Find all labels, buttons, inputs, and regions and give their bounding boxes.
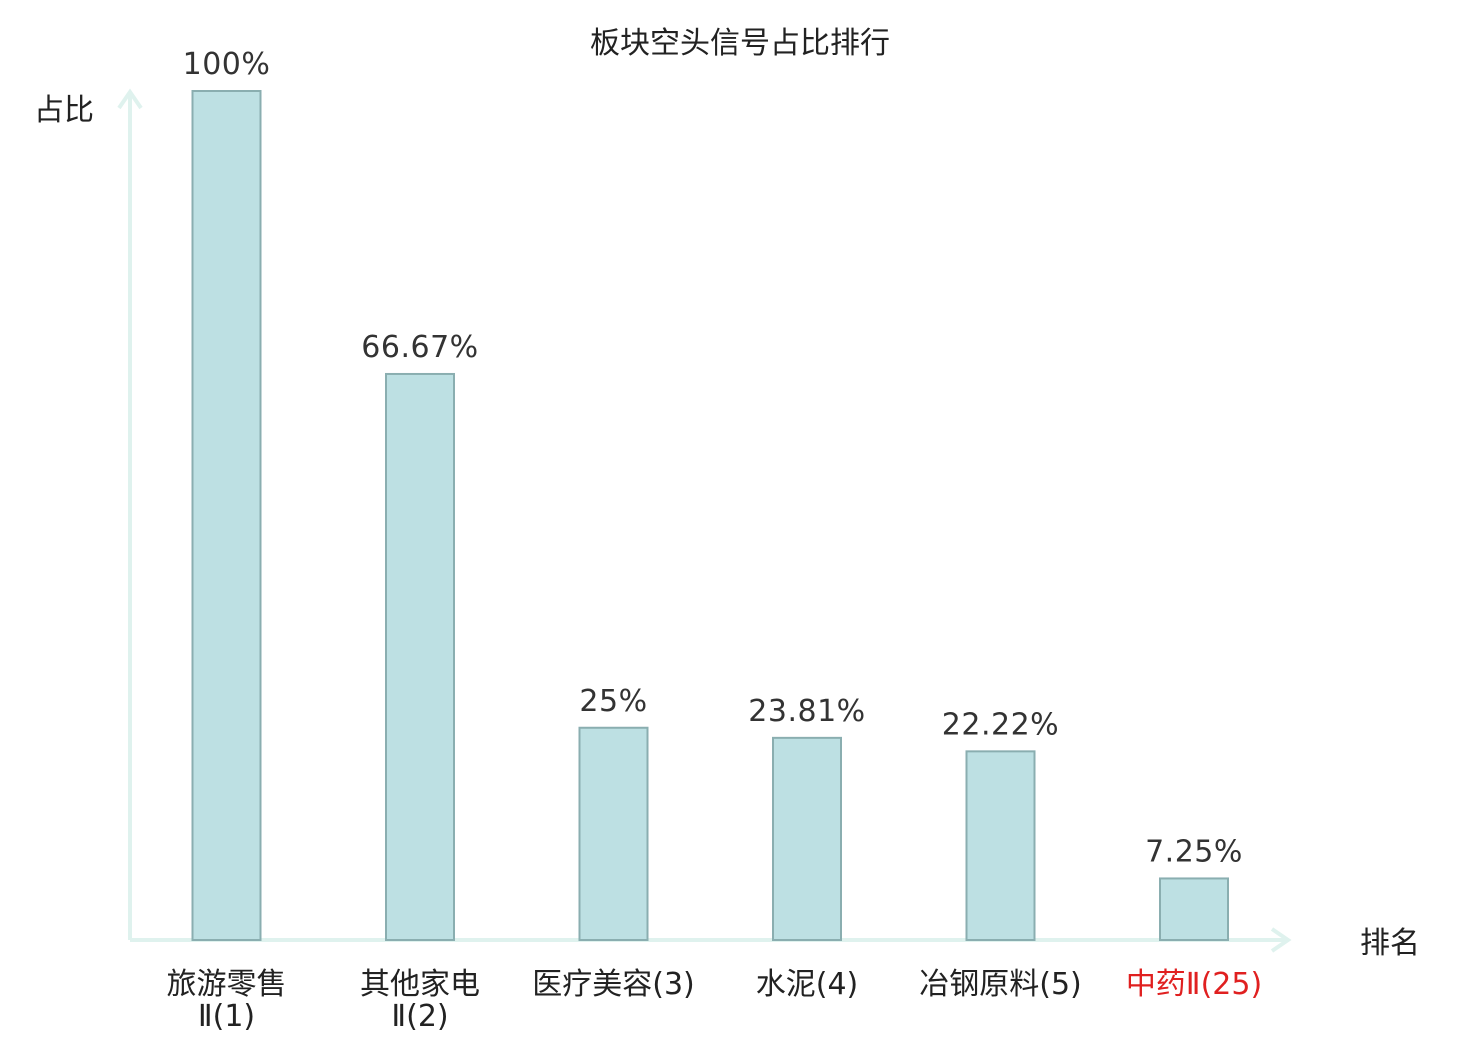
bar-value-label: 23.81%: [748, 694, 865, 729]
x-tick-label-line: 旅游零售: [167, 967, 287, 1002]
x-tick-label-line: Ⅱ(2): [391, 999, 448, 1034]
x-tick-label-line: 医疗美容(3): [532, 967, 695, 1002]
category-labels-layer: 旅游零售 Ⅱ(1) 其他家电 Ⅱ(2) 医疗美容(3) 水泥(4) 冶钢原料(5) 中药Ⅱ(2…: [167, 967, 1263, 1034]
x-tick-label: 水泥(4): [756, 967, 859, 1002]
bar-value-label: 66.67%: [361, 330, 478, 365]
x-tick-label-line: 中药Ⅱ(25): [1126, 967, 1262, 1002]
y-axis-title: 占比: [34, 93, 94, 128]
x-axis: [130, 927, 1292, 953]
x-tick-label-line: Ⅱ(1): [198, 999, 255, 1034]
bar: [1159, 877, 1229, 942]
y-axis-arrow: [117, 88, 143, 110]
x-axis-arrow: [1270, 927, 1292, 953]
bar-value-label: 22.22%: [942, 707, 1059, 742]
bars-layer: [191, 90, 1229, 942]
x-tick-label: 冶钢原料(5): [919, 967, 1082, 1002]
x-tick-label: 医疗美容(3): [532, 967, 695, 1002]
bar-value-label: 100%: [183, 47, 271, 82]
x-tick-label-line: 冶钢原料(5): [919, 967, 1082, 1002]
bar: [385, 372, 455, 942]
x-tick-label: 旅游零售 Ⅱ(1): [167, 967, 287, 1034]
x-tick-label-line: 其他家电: [360, 967, 480, 1002]
value-labels-layer: 100% 66.67% 25% 23.81% 22.22% 7.25%: [183, 47, 1243, 869]
bar: [578, 726, 649, 941]
y-axis: [117, 88, 143, 940]
x-axis-title: 排名: [1360, 926, 1420, 961]
x-tick-label: 其他家电 Ⅱ(2): [360, 967, 480, 1034]
chart-title: 板块空头信号占比排行: [590, 26, 890, 61]
bar-value-label: 25%: [579, 684, 647, 719]
bar: [965, 750, 1036, 941]
x-tick-label-line: 水泥(4): [756, 967, 859, 1002]
bar: [772, 736, 842, 941]
bar-value-label: 7.25%: [1145, 834, 1243, 869]
bar: [191, 90, 262, 941]
x-tick-label: 中药Ⅱ(25): [1126, 967, 1262, 1002]
